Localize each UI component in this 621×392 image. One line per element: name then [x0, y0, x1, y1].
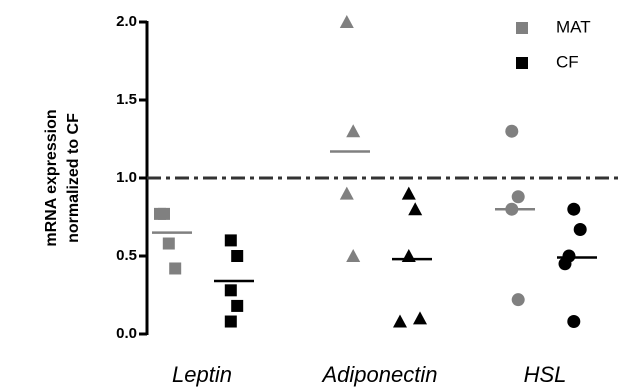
data-point — [401, 186, 416, 200]
x-tick-label: Adiponectin — [321, 362, 438, 387]
data-point — [339, 15, 354, 28]
data-point — [558, 257, 572, 271]
data-point — [169, 262, 182, 275]
legend-marker — [516, 22, 528, 34]
y-tick-label: 2.0 — [116, 13, 137, 30]
data-point — [339, 186, 354, 200]
legend-marker — [516, 57, 528, 69]
y-axis-label: mRNA expression normalized to CF — [43, 109, 82, 246]
y-tick-label: 0.5 — [116, 247, 137, 264]
x-tick-label: Leptin — [172, 362, 232, 387]
data-point — [573, 222, 587, 236]
data-point — [511, 190, 525, 204]
data-point — [224, 284, 237, 297]
y-tick-label: 1.0 — [116, 169, 137, 186]
data-point — [162, 237, 175, 250]
data-point — [567, 202, 581, 216]
data-point — [224, 315, 237, 328]
y-axis-label-line: mRNA expression — [43, 109, 60, 246]
data-point — [393, 314, 407, 328]
data-point — [154, 207, 166, 220]
legend-label: CF — [556, 52, 579, 71]
x-tick-label: HSL — [524, 362, 567, 387]
y-tick-label: 1.5 — [116, 91, 137, 108]
data-point — [346, 124, 361, 138]
data-point — [408, 202, 423, 216]
data-point — [511, 293, 525, 307]
data-point — [567, 315, 581, 329]
data-point — [224, 234, 237, 247]
legend-label: MAT — [556, 17, 591, 36]
y-tick-label: 0.0 — [116, 325, 137, 342]
data-point — [413, 311, 427, 325]
y-axis-label-line: normalized to CF — [65, 113, 82, 243]
data-point — [505, 124, 519, 138]
data-point — [231, 250, 244, 262]
data-point — [346, 249, 361, 262]
data-point — [231, 299, 244, 312]
